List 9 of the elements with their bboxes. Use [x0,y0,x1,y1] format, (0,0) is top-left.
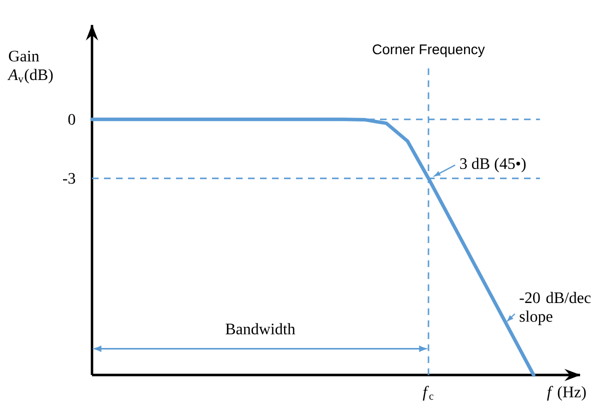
annotation: -20 dB/dec slope [520,292,591,326]
annotation: 3 dB (45•) [460,158,526,172]
x-axis-title: f (Hz) [547,386,586,401]
ref-line-label: Corner Frequency [372,44,485,58]
y-tick-label: -3 [62,172,76,184]
x-tick-label: f$_{c}$ [422,386,434,401]
annotation: Bandwidth [226,323,296,334]
y-axis-title: Gain A$_{v}$(dB) [7,50,53,84]
y-tick-label: 0 [68,114,76,125]
